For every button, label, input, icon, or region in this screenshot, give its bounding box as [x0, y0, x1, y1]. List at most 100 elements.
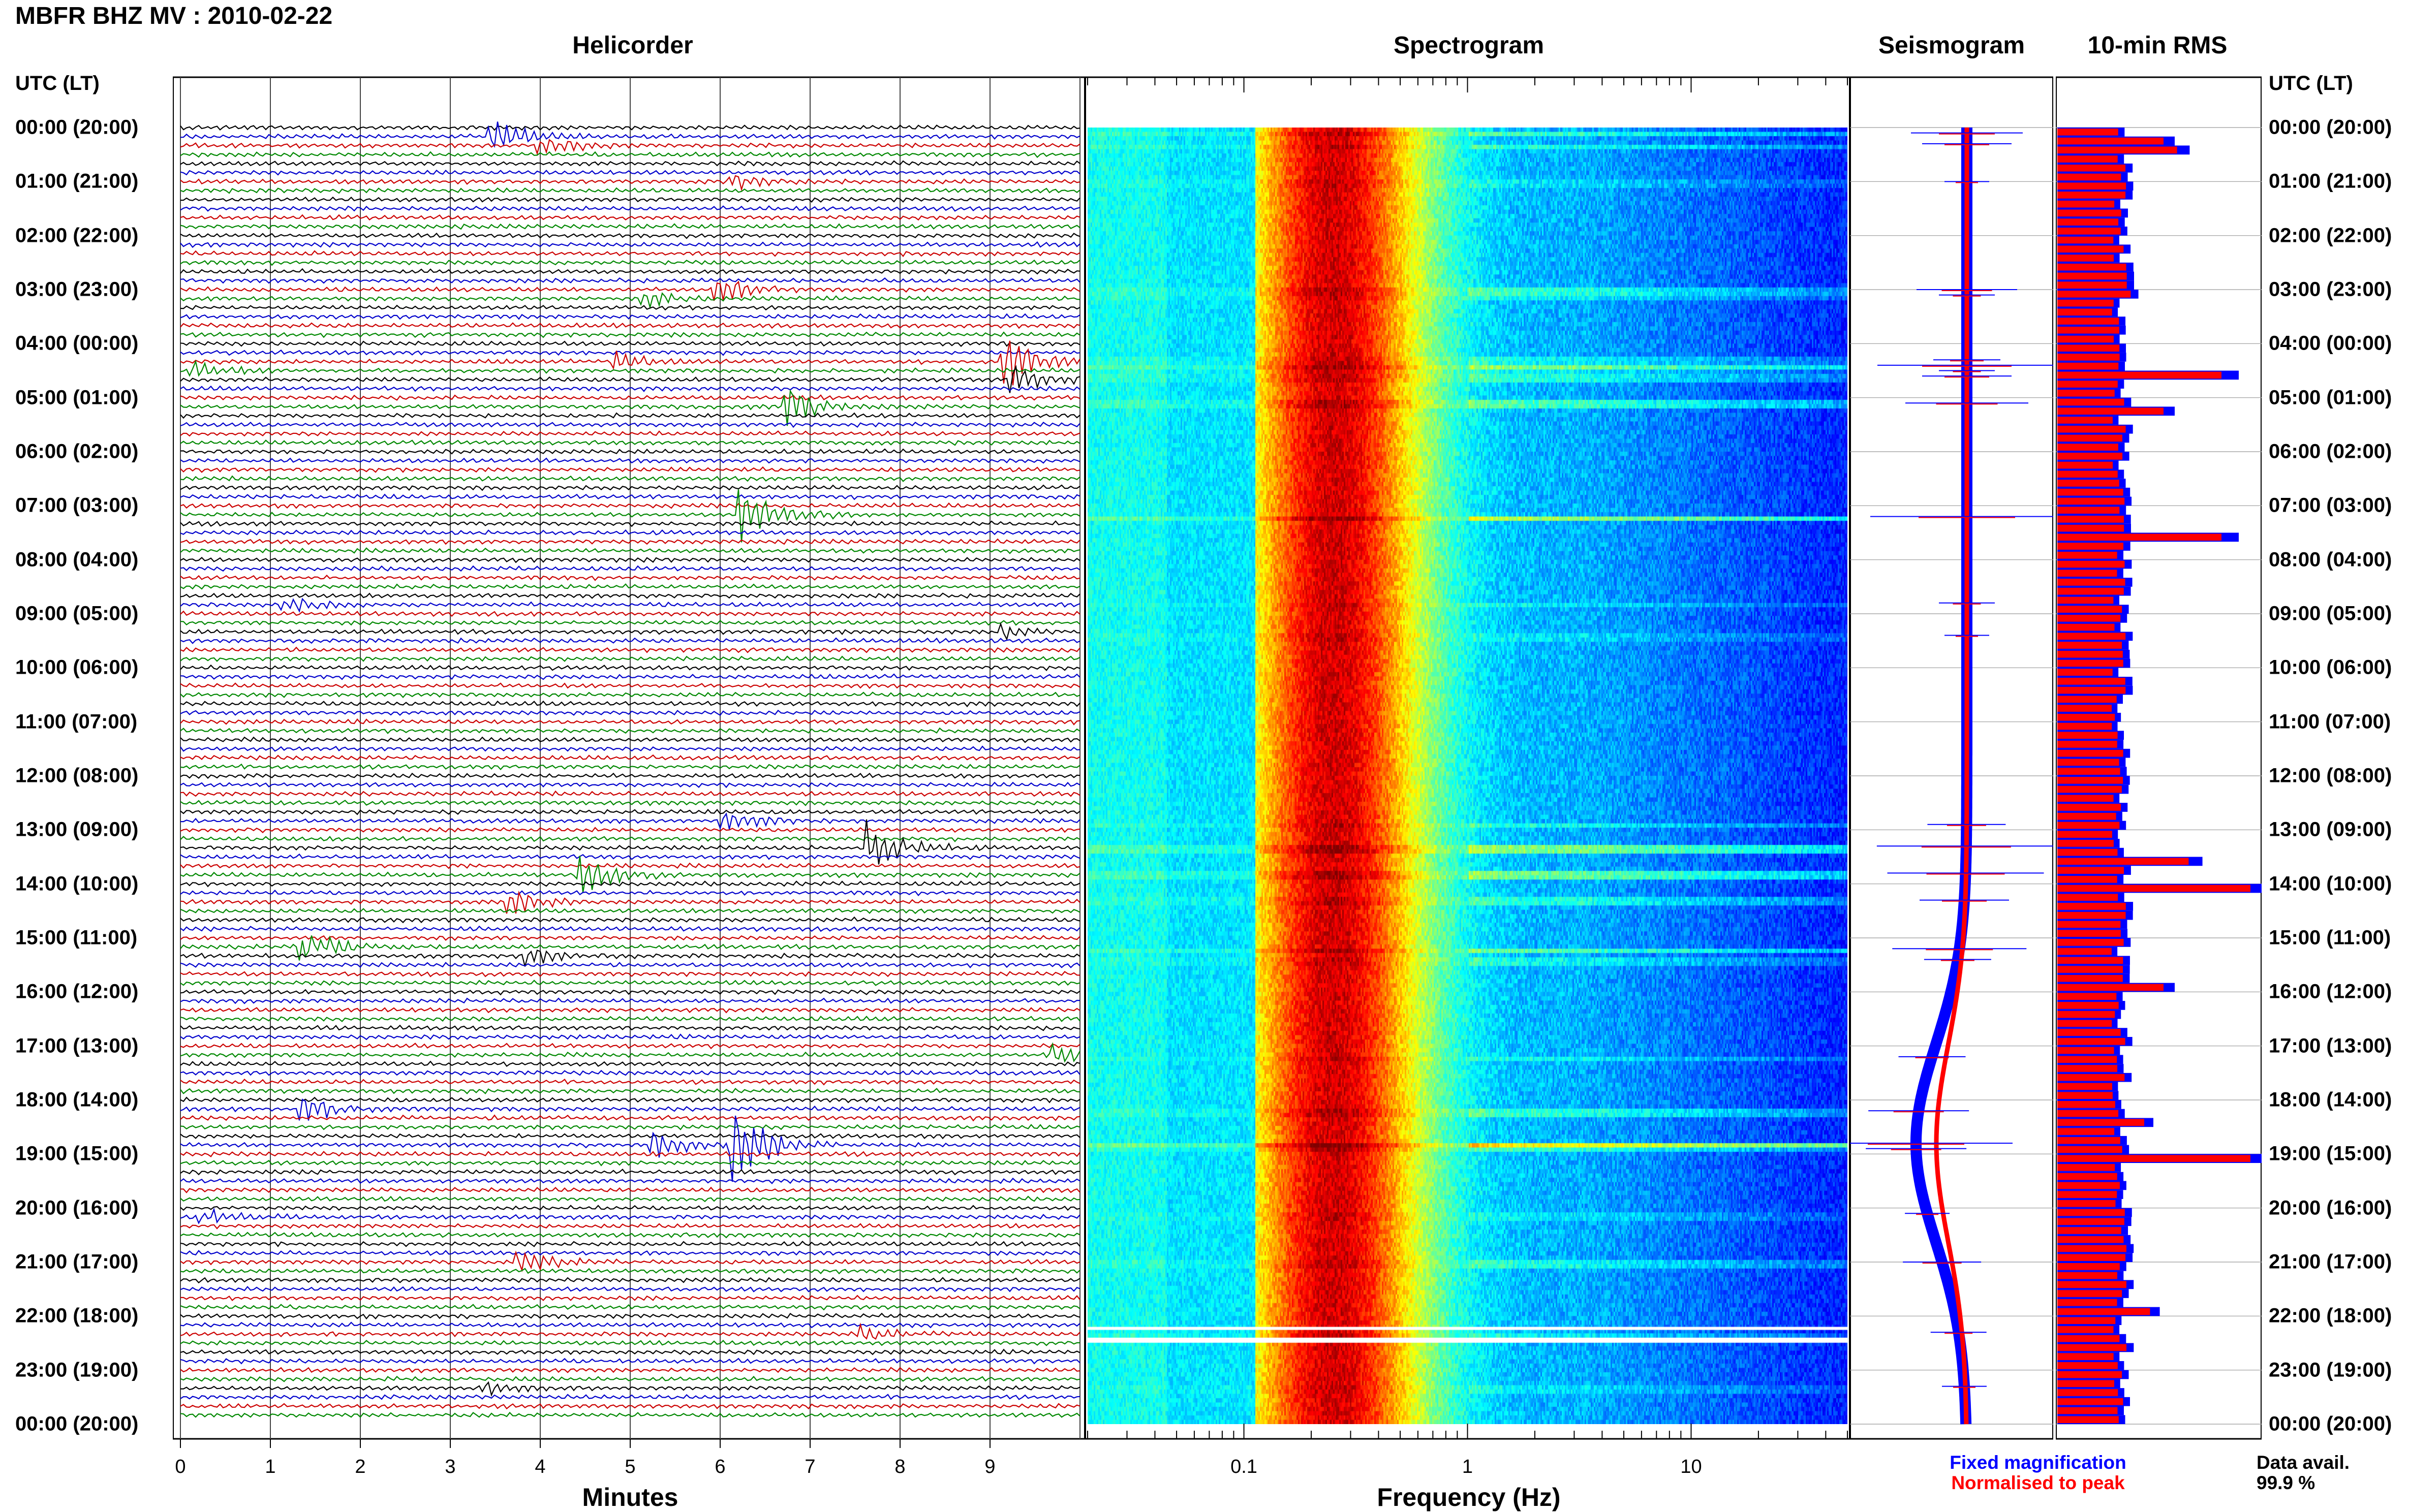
rms-bar-normalised	[2057, 299, 2114, 307]
time-label-right: 00:00 (20:00)	[2269, 116, 2392, 139]
helicorder-trace	[180, 439, 1080, 446]
rms-bar-normalised	[2057, 272, 2127, 280]
time-label-right: 11:00 (07:00)	[2269, 710, 2391, 733]
rms-bar-normalised	[2057, 453, 2123, 460]
legend-fixed-magnification: Fixed magnification	[1950, 1452, 2126, 1473]
helicorder-trace	[180, 862, 1080, 869]
time-label-right: 06:00 (02:00)	[2269, 440, 2392, 463]
helicorder-trace	[180, 856, 1080, 893]
rms-bar-normalised	[2057, 705, 2112, 712]
time-label-right: 15:00 (11:00)	[2269, 926, 2391, 949]
helicorder-trace	[180, 1098, 1080, 1121]
rms-bar-normalised	[2057, 1380, 2114, 1388]
helicorder-trace	[180, 1381, 1080, 1397]
rms-bar-normalised	[2057, 1227, 2121, 1234]
helicorder-trace	[180, 304, 1080, 311]
helicorder-trace	[180, 700, 1080, 708]
rms-bar-normalised	[2057, 659, 2123, 667]
helicorder-trace	[180, 610, 1080, 617]
rms-bar-normalised	[2057, 1037, 2125, 1045]
helicorder-trace	[180, 646, 1080, 653]
helicorder-trace	[180, 538, 1080, 545]
helicorder-trace	[180, 1321, 1080, 1329]
rms-bar-normalised	[2057, 281, 2127, 289]
rms-bar-normalised	[2057, 669, 2113, 676]
helicorder-trace	[180, 139, 1080, 155]
helicorder-trace	[180, 727, 1080, 734]
time-label-left: 06:00 (02:00)	[15, 440, 139, 463]
rms-bar-normalised	[2057, 759, 2119, 766]
helicorder-trace	[180, 790, 1080, 797]
helicorder-trace	[180, 466, 1080, 473]
helicorder-trace	[180, 1411, 1080, 1418]
seismogram-normalised-trace	[1934, 128, 1969, 1425]
helicorder-x-tick-label: 4	[535, 1456, 546, 1477]
helicorder-x-tick-label: 0	[175, 1456, 186, 1477]
helicorder-trace	[180, 121, 1080, 148]
helicorder-trace	[180, 1033, 1080, 1041]
rms-bar-normalised	[2057, 686, 2126, 694]
helicorder-trace	[180, 340, 1080, 347]
helicorder-trace	[180, 1024, 1080, 1031]
helicorder-trace	[180, 1115, 1080, 1182]
rms-bar-normalised	[2057, 966, 2123, 973]
rms-bar-normalised	[2057, 344, 2120, 352]
rms-bar-normalised	[2057, 1002, 2119, 1009]
legend-normalised-to-peak: Normalised to peak	[1951, 1472, 2125, 1493]
rms-bar-normalised	[2057, 875, 2117, 883]
time-label-left: 17:00 (13:00)	[15, 1034, 139, 1057]
rms-bar-normalised	[2057, 362, 2119, 370]
helicorder-trace	[180, 259, 1080, 266]
helicorder-trace	[180, 907, 1080, 915]
rms-bar-normalised	[2057, 263, 2126, 271]
helicorder-trace	[180, 1403, 1080, 1410]
time-label-left: 03:00 (23:00)	[15, 278, 139, 301]
rms-bar-normalised	[2057, 1200, 2116, 1207]
helicorder-trace	[180, 989, 1080, 996]
rms-bar-normalised	[2057, 1389, 2118, 1396]
helicorder-trace	[180, 475, 1080, 482]
helicorder-trace	[180, 412, 1080, 419]
rms-bar-normalised	[2057, 606, 2122, 613]
rms-bar-normalised	[2057, 326, 2119, 334]
rms-bar-normalised	[2057, 1344, 2127, 1351]
rms-bar-normalised	[2057, 425, 2126, 433]
helicorder-x-tick-label: 2	[355, 1456, 366, 1477]
rms-bar-normalised	[2057, 1074, 2125, 1081]
helicorder-trace	[180, 836, 1080, 842]
rms-bar-normalised	[2057, 146, 2177, 154]
helicorder-trace	[180, 493, 1080, 500]
time-label-left: 23:00 (19:00)	[15, 1359, 139, 1381]
time-label-right: 04:00 (00:00)	[2269, 332, 2392, 355]
rms-bar-normalised	[2057, 1407, 2118, 1414]
spectrogram-border	[1085, 76, 1850, 1440]
helicorder-trace	[180, 389, 1080, 426]
rms-bar-normalised	[2057, 777, 2123, 784]
rms-bar-normalised	[2057, 1335, 2120, 1342]
helicorder-trace	[180, 1195, 1080, 1203]
rms-bar-normalised	[2057, 804, 2121, 811]
rms-bar-normalised	[2057, 417, 2113, 424]
spectrogram-x-tick-label: 0.1	[1230, 1456, 1257, 1477]
helicorder-trace	[180, 1088, 1080, 1094]
helicorder-trace	[180, 592, 1080, 599]
helicorder-trace	[180, 916, 1080, 924]
rms-bar-normalised	[2057, 182, 2126, 190]
helicorder-trace	[180, 250, 1080, 258]
helicorder-trace	[180, 547, 1080, 554]
rms-bar-normalised	[2057, 389, 2115, 397]
rms-bar-normalised	[2057, 1272, 2117, 1279]
helicorder-trace	[180, 1223, 1080, 1230]
helicorder-trace	[180, 637, 1080, 644]
helicorder-trace	[180, 529, 1080, 536]
helicorder-x-tick-label: 5	[625, 1456, 636, 1477]
rms-bar-normalised	[2057, 939, 2124, 946]
rms-bar-normalised	[2057, 713, 2115, 721]
helicorder-trace	[180, 1069, 1080, 1076]
time-label-right: 12:00 (08:00)	[2269, 764, 2392, 787]
utc-header-right: UTC (LT)	[2269, 72, 2353, 94]
rms-bar-normalised	[2057, 1317, 2116, 1325]
helicorder-x-tick-label: 7	[805, 1456, 816, 1477]
rms-bar-normalised	[2057, 840, 2114, 847]
time-label-right: 14:00 (10:00)	[2269, 872, 2392, 895]
